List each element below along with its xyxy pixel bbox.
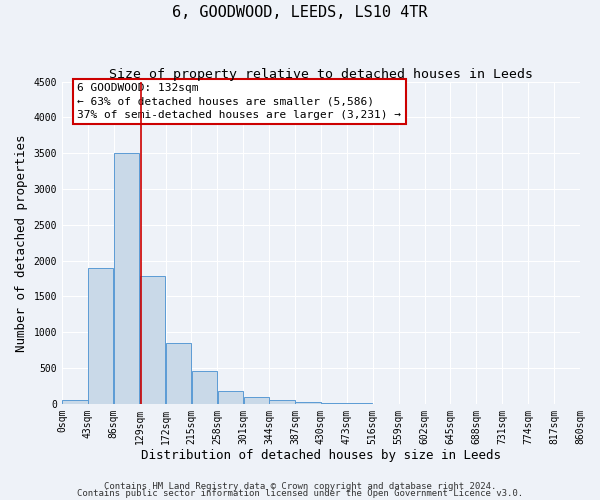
Bar	[166, 343, 191, 404]
Bar	[295, 402, 320, 404]
Bar	[218, 392, 243, 404]
Bar	[321, 403, 347, 404]
Bar	[244, 398, 269, 404]
Y-axis label: Number of detached properties: Number of detached properties	[15, 134, 28, 352]
Title: Size of property relative to detached houses in Leeds: Size of property relative to detached ho…	[109, 68, 533, 80]
Bar	[140, 276, 165, 404]
Bar	[62, 400, 88, 404]
Text: 6 GOODWOOD: 132sqm
← 63% of detached houses are smaller (5,586)
37% of semi-deta: 6 GOODWOOD: 132sqm ← 63% of detached hou…	[77, 84, 401, 120]
Bar	[269, 400, 295, 404]
X-axis label: Distribution of detached houses by size in Leeds: Distribution of detached houses by size …	[141, 450, 501, 462]
Bar	[88, 268, 113, 404]
Bar	[114, 154, 139, 404]
Text: Contains public sector information licensed under the Open Government Licence v3: Contains public sector information licen…	[77, 490, 523, 498]
Bar	[192, 371, 217, 404]
Text: Contains HM Land Registry data © Crown copyright and database right 2024.: Contains HM Land Registry data © Crown c…	[104, 482, 496, 491]
Text: 6, GOODWOOD, LEEDS, LS10 4TR: 6, GOODWOOD, LEEDS, LS10 4TR	[172, 5, 428, 20]
